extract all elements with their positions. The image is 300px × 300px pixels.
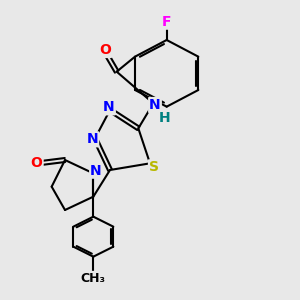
Text: N: N <box>90 164 102 178</box>
Text: S: S <box>149 160 159 174</box>
Text: N: N <box>149 98 161 112</box>
Text: O: O <box>31 156 43 170</box>
Text: N: N <box>103 100 115 114</box>
Text: CH₃: CH₃ <box>81 272 106 285</box>
Text: H: H <box>159 111 171 125</box>
Text: N: N <box>86 132 98 146</box>
Text: O: O <box>99 43 111 57</box>
Text: F: F <box>162 15 171 29</box>
